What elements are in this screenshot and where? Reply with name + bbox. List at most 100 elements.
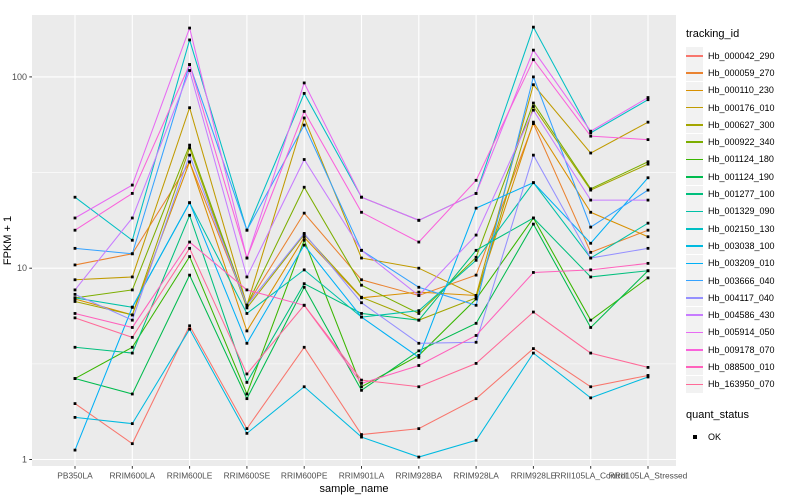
- data-point: [474, 255, 478, 259]
- data-point: [474, 294, 478, 297]
- data-point: [589, 241, 593, 245]
- data-point: [589, 385, 593, 389]
- data-point: [73, 246, 77, 250]
- legend-item-Hb_001124_190: Hb_001124_190: [686, 168, 798, 186]
- data-point: [73, 316, 77, 320]
- legend-item-label: Hb_000176_010: [708, 102, 775, 113]
- data-point: [73, 402, 77, 405]
- data-point: [589, 250, 593, 254]
- data-point: [474, 178, 478, 182]
- data-point: [188, 273, 191, 277]
- data-point: [474, 297, 478, 301]
- data-point: [188, 246, 191, 250]
- data-point: [245, 306, 249, 310]
- data-point: [646, 246, 650, 250]
- legend-item-label: Hb_000110_230: [708, 85, 774, 96]
- legend-item-label: Hb_001124_180: [708, 154, 774, 165]
- legend-key-icon: [686, 202, 703, 220]
- data-point: [130, 392, 134, 396]
- data-point: [73, 312, 77, 315]
- data-point: [646, 188, 650, 192]
- data-point: [73, 228, 77, 232]
- data-point: [474, 361, 478, 365]
- legend-item-Hb_003038_100: Hb_003038_100: [686, 237, 798, 255]
- data-point: [646, 160, 650, 164]
- legend-item-Hb_000059_270: Hb_000059_270: [686, 64, 798, 82]
- data-point: [646, 269, 650, 273]
- data-point: [245, 427, 249, 431]
- data-point: [130, 252, 134, 256]
- legend-key-icon: [686, 116, 703, 134]
- data-point: [532, 271, 535, 274]
- data-point: [302, 282, 306, 286]
- data-point: [360, 385, 363, 389]
- data-point: [360, 381, 363, 385]
- legend-item-label: Hb_005914_050: [708, 327, 775, 338]
- data-point: [474, 273, 478, 277]
- y-tick-label: 10: [17, 263, 27, 273]
- data-point: [188, 26, 191, 30]
- data-point: [532, 216, 535, 220]
- data-point: [188, 324, 191, 328]
- data-point: [646, 374, 650, 377]
- data-point: [188, 153, 191, 157]
- x-tick-label: RRIM928LE: [511, 471, 557, 481]
- x-tick-label: RRIM928BA: [396, 471, 443, 481]
- x-tick-label: RRIM600SE: [224, 471, 271, 481]
- data-point: [302, 285, 306, 289]
- data-point: [360, 210, 363, 214]
- data-point: [532, 75, 535, 79]
- data-point: [417, 318, 421, 322]
- data-point: [474, 206, 478, 210]
- data-point: [589, 225, 593, 229]
- data-point: [73, 216, 77, 220]
- legend-item-Hb_001329_090: Hb_001329_090: [686, 202, 798, 220]
- data-point: [417, 354, 421, 357]
- data-point: [589, 326, 593, 329]
- data-point: [302, 232, 306, 235]
- data-point: [130, 326, 134, 329]
- data-point: [188, 146, 191, 150]
- data-point: [646, 366, 650, 369]
- data-point: [302, 185, 306, 189]
- data-point: [474, 340, 478, 344]
- legend-item-label: Hb_000059_270: [708, 67, 775, 78]
- data-point: [589, 396, 593, 400]
- data-point: [589, 275, 593, 279]
- legend-key-icon: [686, 306, 703, 324]
- data-point: [188, 201, 191, 205]
- data-point: [302, 385, 306, 389]
- data-point: [130, 183, 134, 187]
- data-point: [646, 221, 650, 225]
- legend-item-label: Hb_003209_010: [708, 258, 775, 269]
- legend-key-icon: [686, 237, 703, 255]
- legend-item-Hb_000042_290: Hb_000042_290: [686, 47, 798, 65]
- data-point: [646, 162, 650, 166]
- data-point: [417, 240, 421, 244]
- legend-item-label: Hb_004586_430: [708, 310, 775, 321]
- data-point: [73, 345, 77, 349]
- data-point: [417, 266, 421, 270]
- data-point: [589, 351, 593, 355]
- legend-item-Hb_163950_070: Hb_163950_070: [686, 375, 798, 393]
- data-point: [188, 255, 191, 258]
- data-point: [532, 310, 535, 314]
- data-point: [130, 238, 134, 242]
- legend-title: tracking_id: [686, 28, 740, 40]
- x-tick-label: RRIM901LA: [339, 471, 385, 481]
- data-point: [474, 192, 478, 195]
- legend-item-label: Hb_003038_100: [708, 240, 775, 251]
- data-point: [417, 312, 421, 315]
- legend-item-label: Hb_088500_010: [708, 361, 775, 372]
- legend: tracking_id Hb_000042_290 Hb_000059_270 Hb…: [686, 28, 798, 445]
- x-tick-label: RRII105LA_Stressed: [609, 471, 688, 481]
- legend-item-Hb_000922_340: Hb_000922_340: [686, 133, 798, 151]
- x-tick-label: PB350LA: [57, 471, 93, 481]
- data-point: [417, 385, 421, 389]
- data-point: [360, 378, 363, 382]
- data-point: [646, 96, 650, 99]
- data-point: [360, 301, 363, 305]
- data-point: [130, 216, 134, 220]
- data-point: [302, 303, 306, 307]
